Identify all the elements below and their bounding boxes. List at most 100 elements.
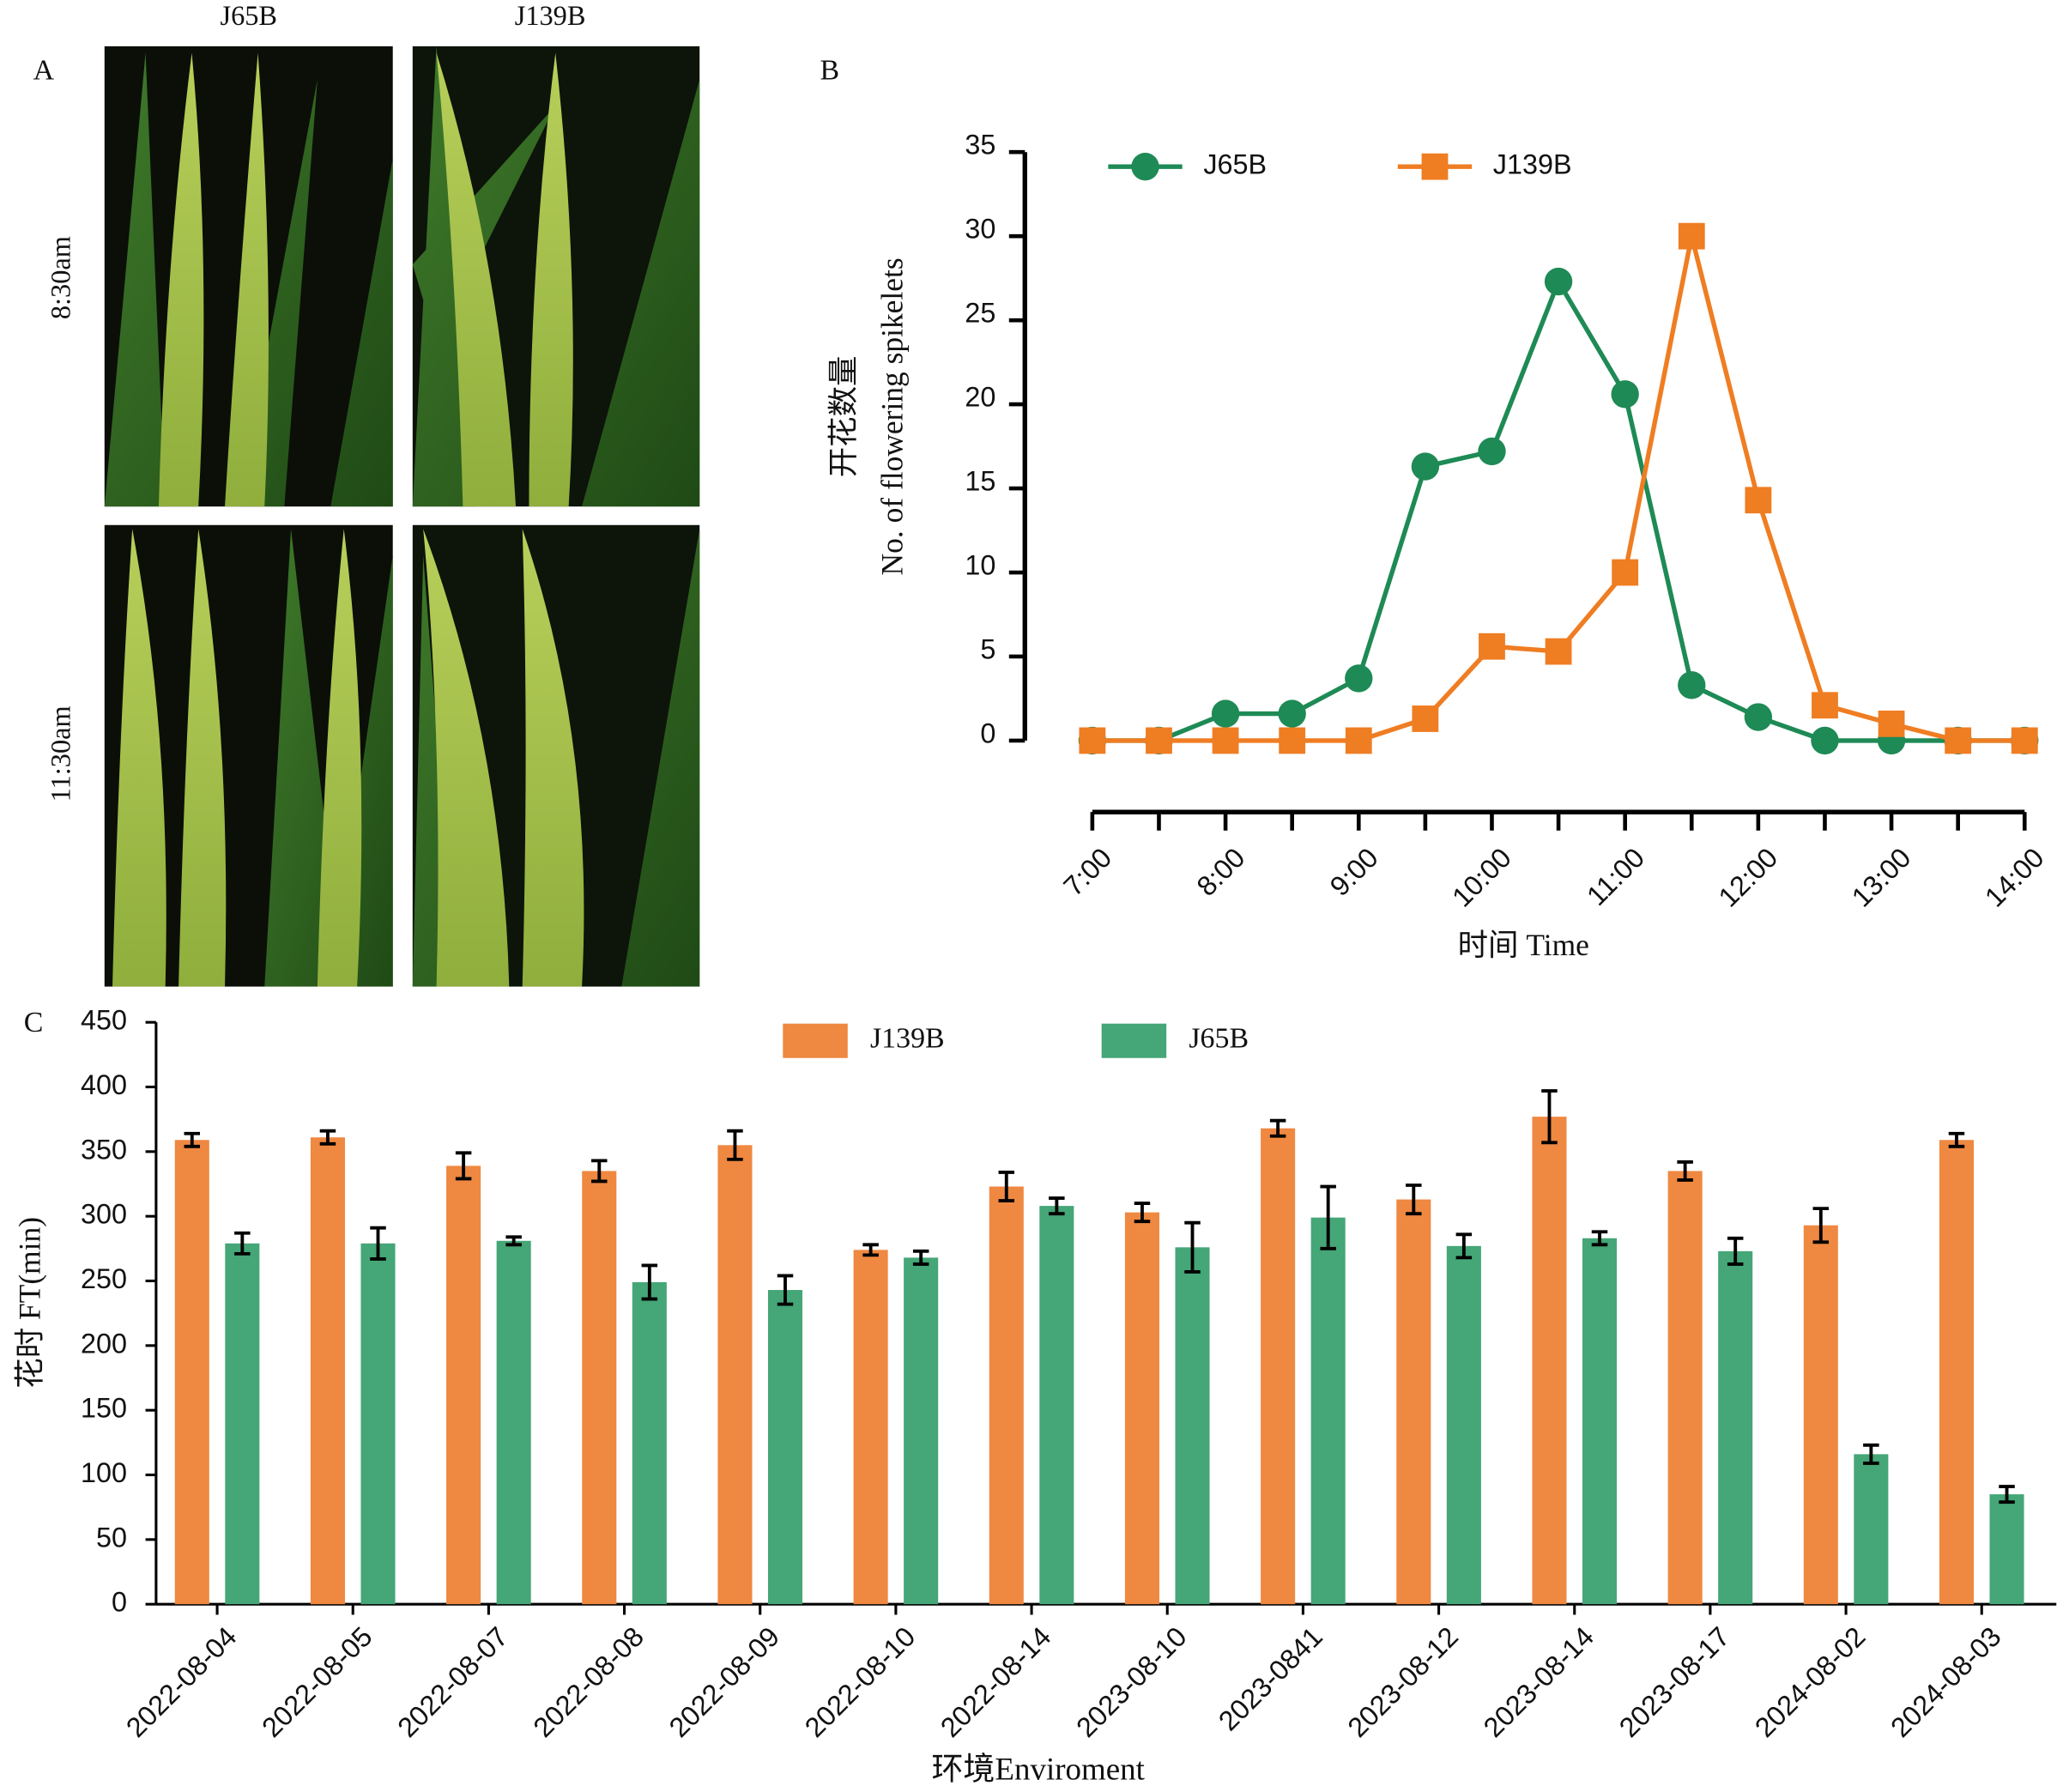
error-bar [641, 1263, 658, 1301]
y-tick-label: 25 [965, 298, 995, 329]
error-bar [998, 1171, 1015, 1203]
x-axis-label: 时间 Time [1458, 928, 1589, 962]
y-tick-label: 450 [81, 1005, 127, 1036]
x-tick-label: 2023-08-17 [1613, 1621, 1736, 1744]
point [1212, 727, 1239, 754]
x-tick-label: 10:00 [1446, 842, 1517, 913]
bar [1532, 1117, 1567, 1605]
y-tick-label: 300 [81, 1199, 127, 1230]
point [1279, 727, 1306, 754]
bar [989, 1186, 1024, 1605]
error-bar [1541, 1089, 1558, 1145]
error-bar [455, 1151, 472, 1181]
error-bar [777, 1274, 794, 1306]
point [1079, 727, 1106, 754]
y-tick-label: 0 [112, 1587, 127, 1618]
bar [1261, 1128, 1296, 1605]
bar [1396, 1199, 1431, 1605]
error-bar [1812, 1207, 1830, 1244]
x-tick-label: 11:00 [1581, 842, 1650, 911]
bar [632, 1282, 667, 1605]
photo [104, 45, 393, 507]
point [1678, 671, 1706, 699]
point [1345, 664, 1373, 693]
legend-marker [1421, 153, 1449, 180]
panel-label: C [24, 1007, 44, 1038]
bar [1667, 1171, 1703, 1605]
point [1211, 699, 1240, 728]
point [1411, 452, 1440, 481]
x-tick-label: 2023-08-12 [1342, 1621, 1465, 1744]
x-tick-label: 2022-08-04 [120, 1621, 243, 1744]
bar [1124, 1212, 1159, 1605]
photo-column-label: J139B [515, 0, 586, 31]
photo-row-label: 8:30am [45, 236, 76, 319]
point [1812, 692, 1838, 719]
error-bar [727, 1129, 743, 1161]
x-tick-label: 2022-08-09 [663, 1621, 786, 1744]
point [1146, 727, 1172, 754]
bar [225, 1243, 260, 1605]
error-bar [184, 1131, 201, 1148]
point [1878, 710, 1905, 737]
point [1811, 726, 1839, 755]
point [1478, 437, 1506, 466]
y-tick-label: 250 [81, 1263, 127, 1294]
legend-swatch [1101, 1023, 1167, 1058]
bar [853, 1250, 888, 1605]
x-tick-label: 8:00 [1191, 842, 1251, 902]
photo-row-label: 11:30am [45, 705, 76, 802]
point [1345, 727, 1372, 754]
x-tick-label: 2022-08-14 [935, 1621, 1057, 1744]
series-line [1092, 235, 2025, 743]
panel-label: B [820, 55, 839, 87]
y-axis-label: 花时 FT(min) [13, 1217, 47, 1389]
bar [1718, 1250, 1753, 1605]
error-bar [1455, 1232, 1473, 1260]
bar [446, 1165, 481, 1605]
legend-marker [1131, 152, 1159, 181]
point [2011, 727, 2038, 754]
x-axis-label: 环境Enviroment [931, 1751, 1145, 1786]
error-bar [1049, 1196, 1065, 1216]
x-tick-label: 7:00 [1057, 842, 1117, 902]
x-tick-label: 2023-0841 [1213, 1621, 1328, 1737]
error-bar [591, 1159, 608, 1184]
error-bar [1591, 1230, 1608, 1247]
photo-column-label: J65B [220, 0, 277, 31]
bar [582, 1171, 617, 1605]
x-tick-label: 2022-08-05 [256, 1621, 378, 1744]
error-bar [1948, 1131, 1965, 1148]
bar [174, 1140, 209, 1605]
y-tick-label: 50 [96, 1522, 127, 1553]
error-bar [1863, 1443, 1879, 1465]
bar [1582, 1238, 1618, 1605]
bar [767, 1290, 803, 1605]
error-bar [912, 1249, 929, 1266]
y-tick-label: 5 [980, 633, 995, 664]
bar [1989, 1494, 2024, 1605]
legend-label: J139B [870, 1023, 945, 1055]
x-tick-label: 2024-08-02 [1749, 1621, 1872, 1744]
error-bar [505, 1235, 522, 1247]
x-tick-label: 2022-08-10 [799, 1621, 922, 1744]
y-tick-label: 35 [965, 130, 995, 160]
photos [104, 45, 700, 987]
error-bar [1727, 1236, 1744, 1266]
y-tick-label: 100 [81, 1457, 127, 1488]
bar [1803, 1225, 1838, 1605]
x-tick-label: 13:00 [1846, 842, 1917, 913]
point [1678, 222, 1705, 250]
error-bar [234, 1231, 251, 1256]
y-axis-label: 开花数量 [826, 356, 860, 478]
point [1611, 380, 1639, 409]
x-tick-label: 2023-08-14 [1478, 1621, 1600, 1744]
bar [1039, 1206, 1074, 1605]
error-bar [319, 1129, 336, 1146]
bar [1446, 1245, 1481, 1605]
error-bar [1184, 1220, 1201, 1274]
point [1744, 703, 1773, 731]
error-bar [1406, 1184, 1422, 1216]
point [1945, 727, 1972, 754]
